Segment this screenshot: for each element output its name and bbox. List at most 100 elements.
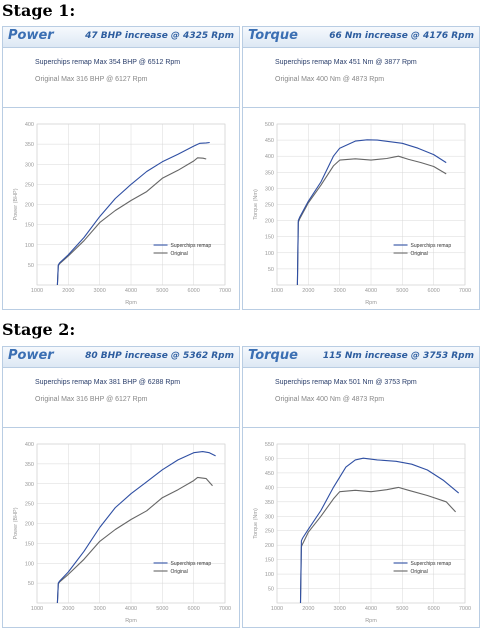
x-tick-label: 5000: [156, 288, 168, 294]
y-tick-label: 350: [265, 170, 274, 176]
panel-title: Torque: [248, 28, 298, 43]
y-axis-label: Power (BHP): [13, 507, 19, 539]
max-values-box: Superchips remap Max 451 Nm @ 3877 Rpm O…: [243, 47, 479, 108]
x-tick-label: 2000: [302, 606, 314, 612]
x-tick-label: 1000: [31, 288, 43, 294]
series-line-original: [296, 155, 447, 286]
max-values-box: Superchips remap Max 354 BHP @ 6512 Rpm …: [3, 47, 239, 108]
increase-label: 115 Nm increase @ 3753 Rpm: [322, 351, 474, 361]
y-tick-label: 400: [25, 122, 34, 128]
increase-label: 47 BHP increase @ 4325 Rpm: [85, 31, 234, 41]
y-tick-label: 400: [265, 154, 274, 160]
x-tick-label: 6000: [428, 606, 440, 612]
legend-label: Original: [171, 569, 188, 575]
x-tick-label: 5000: [396, 606, 408, 612]
y-tick-label: 200: [25, 203, 34, 209]
y-tick-label: 200: [25, 522, 34, 528]
x-tick-label: 5000: [156, 606, 168, 612]
legend-label: Superchips remap: [411, 243, 452, 249]
x-tick-label: 6000: [428, 288, 440, 294]
panel-header: Power 80 BHP increase @ 5362 Rpm: [3, 347, 239, 368]
x-tick-label: 4000: [365, 288, 377, 294]
y-tick-label: 450: [265, 471, 274, 477]
panel-title: Power: [8, 28, 54, 43]
series-line-remap: [299, 457, 460, 604]
y-tick-label: 50: [268, 267, 274, 273]
y-tick-label: 300: [265, 514, 274, 520]
legend-label: Superchips remap: [411, 561, 452, 567]
y-axis-label: Power (BHP): [13, 188, 19, 220]
x-tick-label: 2000: [302, 288, 314, 294]
stage-2-power-panel: Power 80 BHP increase @ 5362 Rpm Superch…: [2, 346, 240, 628]
y-tick-label: 100: [265, 251, 274, 257]
original-max-label: Original Max 316 BHP @ 6127 Rpm: [35, 396, 148, 403]
panel-title: Power: [8, 348, 54, 363]
y-tick-label: 100: [265, 572, 274, 578]
y-tick-label: 250: [265, 203, 274, 209]
y-tick-label: 300: [25, 482, 34, 488]
y-tick-label: 350: [25, 462, 34, 468]
series-line-remap: [296, 139, 447, 286]
y-tick-label: 250: [265, 529, 274, 535]
y-tick-label: 500: [265, 122, 274, 128]
y-axis-label: Torque (Nm): [253, 508, 259, 539]
max-values-box: Superchips remap Max 381 BHP @ 6288 Rpm …: [3, 367, 239, 428]
y-tick-label: 400: [25, 442, 34, 448]
series-line-remap: [56, 451, 216, 604]
x-tick-label: 4000: [365, 606, 377, 612]
x-tick-label: 1000: [271, 606, 283, 612]
increase-label: 66 Nm increase @ 4176 Rpm: [329, 31, 474, 41]
y-axis-label: Torque (Nm): [253, 189, 259, 220]
y-tick-label: 300: [265, 186, 274, 192]
y-tick-label: 250: [25, 502, 34, 508]
x-tick-label: 3000: [94, 288, 106, 294]
y-tick-label: 300: [25, 162, 34, 168]
torque-chart: 1000 2000 3000 4000 5000 6000 7000 50 100 150 200 2…: [253, 122, 471, 306]
original-max-label: Original Max 400 Nm @ 4873 Rpm: [275, 76, 385, 83]
x-tick-label: 4000: [125, 606, 137, 612]
y-tick-label: 200: [265, 219, 274, 225]
legend-label: Original: [411, 569, 428, 575]
y-tick-label: 350: [25, 142, 34, 148]
legend-label: Superchips remap: [171, 243, 212, 249]
y-tick-label: 550: [265, 442, 274, 448]
series-line-remap: [56, 141, 210, 286]
x-tick-label: 3000: [334, 606, 346, 612]
remap-max-label: Superchips remap Max 501 Nm @ 3753 Rpm: [275, 379, 417, 386]
x-tick-label: 7000: [459, 606, 471, 612]
series-line-original: [299, 486, 457, 604]
x-axis-label: Rpm: [125, 300, 137, 306]
x-tick-label: 3000: [334, 288, 346, 294]
y-tick-label: 150: [265, 558, 274, 564]
y-tick-label: 150: [25, 223, 34, 229]
y-tick-label: 200: [265, 543, 274, 549]
x-tick-label: 1000: [31, 606, 43, 612]
panel-header: Power 47 BHP increase @ 4325 Rpm: [3, 27, 239, 48]
torque-chart: 1000 2000 3000 4000 5000 6000 7000 50 100 150 200 2…: [253, 442, 471, 624]
power-chart: 1000 2000 3000 4000 5000 6000 7000 50 100 150 200 2…: [13, 442, 231, 624]
stage-1-title: Stage 1:: [2, 1, 76, 20]
y-tick-label: 100: [25, 243, 34, 249]
x-tick-label: 5000: [396, 288, 408, 294]
x-tick-label: 2000: [62, 606, 74, 612]
stage-2-torque-panel: Torque 115 Nm increase @ 3753 Rpm Superc…: [242, 346, 480, 628]
y-tick-label: 50: [28, 581, 34, 587]
remap-max-label: Superchips remap Max 354 BHP @ 6512 Rpm: [35, 59, 181, 66]
legend-label: Original: [171, 251, 188, 257]
remap-max-label: Superchips remap Max 381 BHP @ 6288 Rpm: [35, 379, 181, 386]
max-values-box: Superchips remap Max 501 Nm @ 3753 Rpm O…: [243, 367, 479, 428]
original-max-label: Original Max 400 Nm @ 4873 Rpm: [275, 396, 385, 403]
series-line-original: [56, 157, 207, 286]
legend-label: Superchips remap: [171, 561, 212, 567]
y-tick-label: 50: [268, 587, 274, 593]
x-tick-label: 7000: [219, 606, 231, 612]
stage-1-power-panel: Power 47 BHP increase @ 4325 Rpm Superch…: [2, 26, 240, 310]
y-tick-label: 350: [265, 500, 274, 506]
x-axis-label: Rpm: [365, 618, 377, 624]
series-line-original: [56, 476, 213, 604]
panel-title: Torque: [248, 348, 298, 363]
y-tick-label: 450: [265, 138, 274, 144]
y-tick-label: 150: [25, 541, 34, 547]
original-max-label: Original Max 316 BHP @ 6127 Rpm: [35, 76, 148, 83]
y-tick-label: 250: [25, 182, 34, 188]
